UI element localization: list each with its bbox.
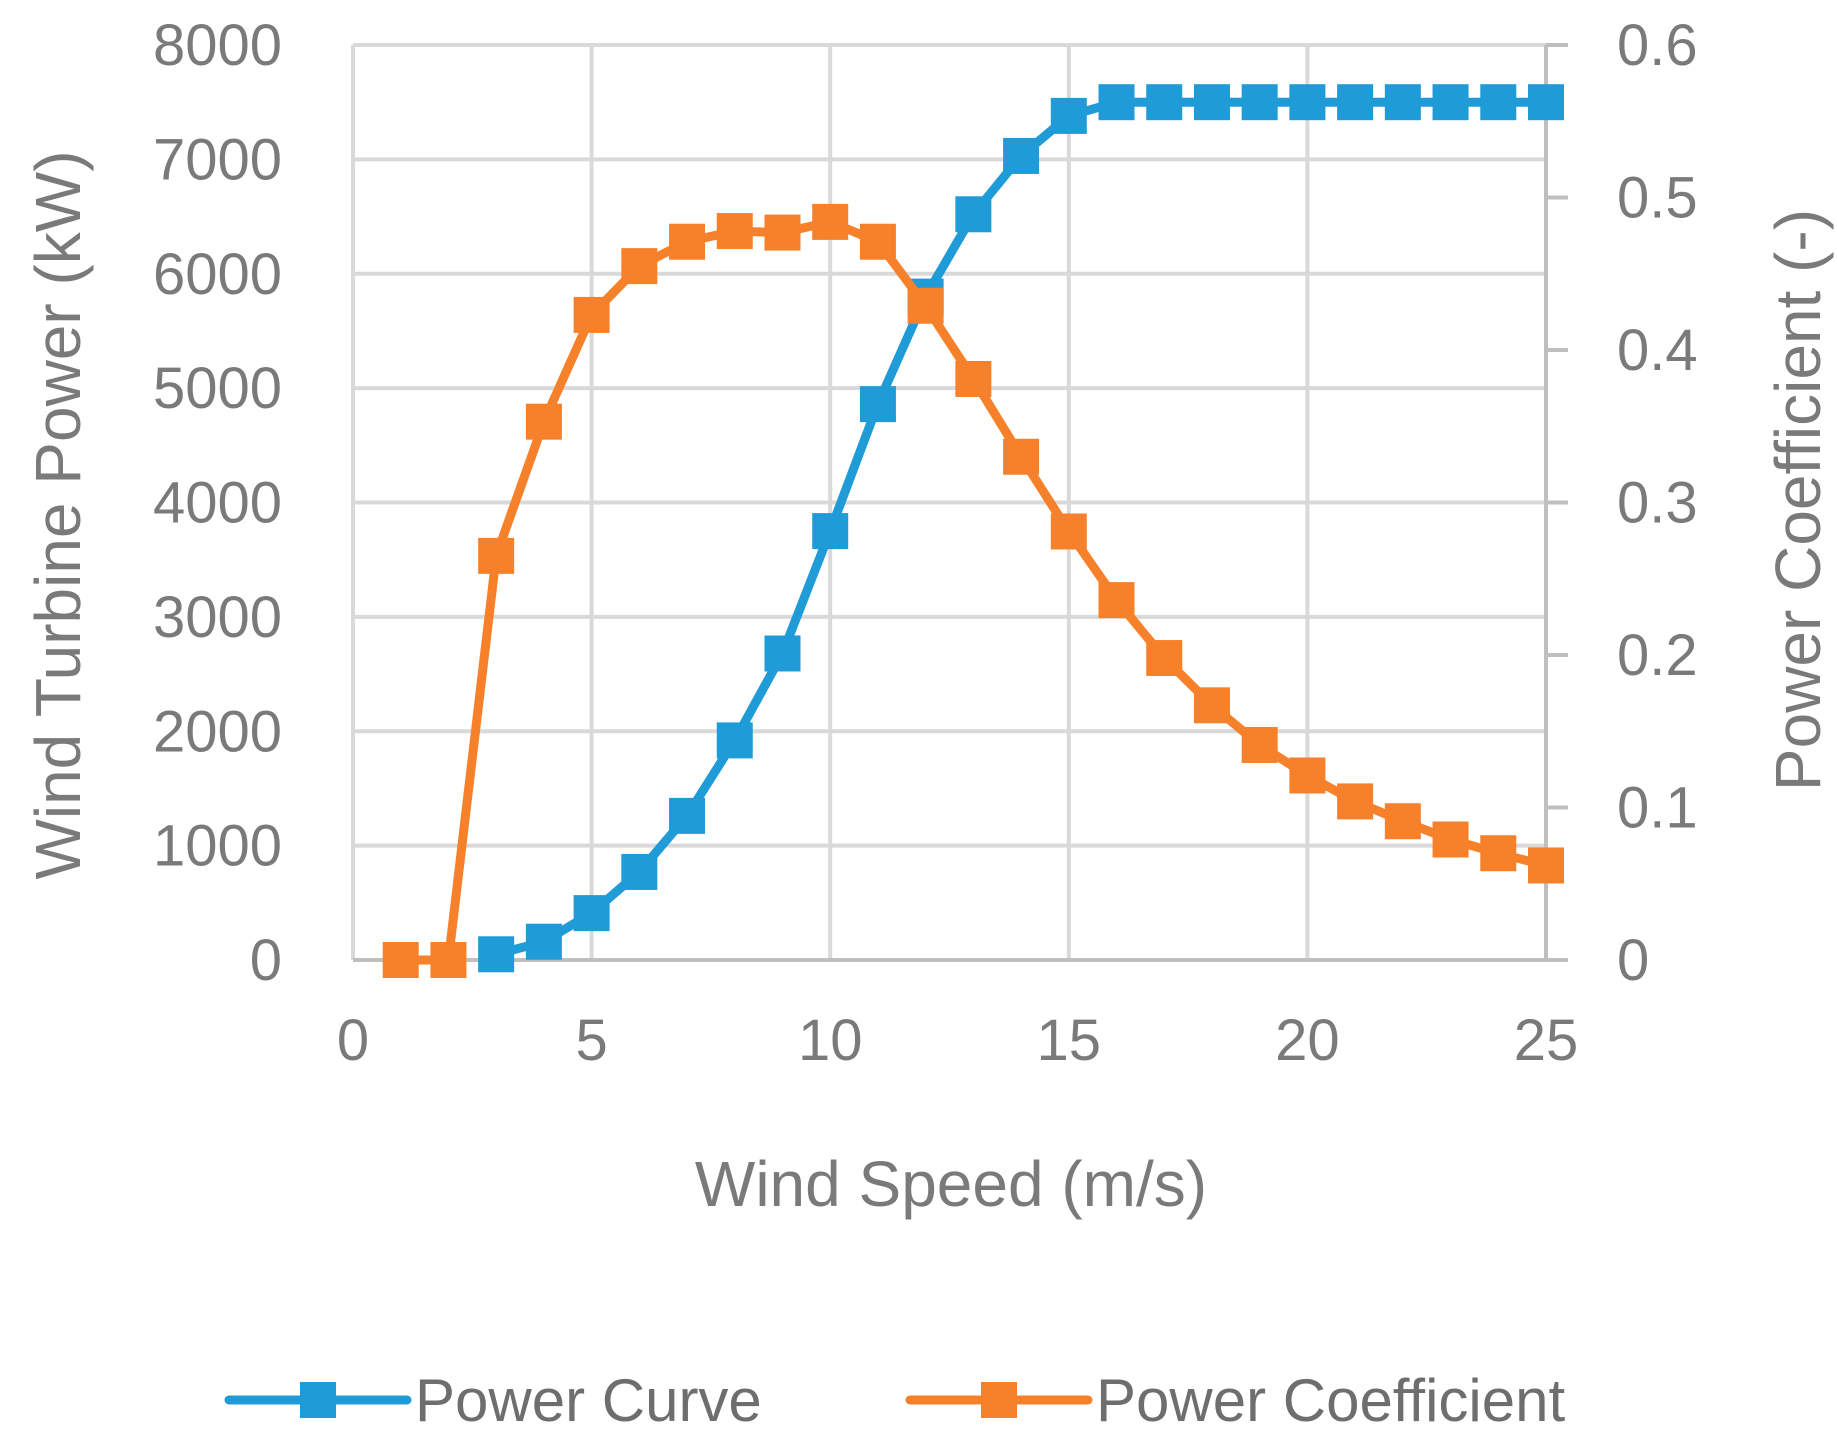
y2-tick-label: 0.5 xyxy=(1617,166,1698,231)
y-tick-label: 7000 xyxy=(153,127,282,192)
power-coefficient-point xyxy=(812,203,849,240)
power-coefficient-point xyxy=(1528,847,1564,884)
power-curve-point xyxy=(1480,84,1517,121)
power-curve-point xyxy=(621,853,658,890)
power-curve-point xyxy=(1098,84,1135,121)
power-curve-point xyxy=(859,386,896,423)
power-curve-point xyxy=(1384,84,1421,121)
power-coefficient-point xyxy=(1432,821,1469,858)
power-coefficient-point xyxy=(1289,757,1326,794)
power-curve-point xyxy=(955,196,992,233)
power-coefficient-point xyxy=(1193,687,1230,724)
y2-tick-label: 0.6 xyxy=(1617,13,1698,78)
x-tick-label: 15 xyxy=(1037,1008,1102,1073)
power-coefficient-point xyxy=(1337,783,1374,820)
power-curve-point xyxy=(1337,84,1374,121)
x-tick-label: 10 xyxy=(798,1008,863,1073)
power-coefficient-point xyxy=(669,223,706,260)
legend: Power Curve Power Coefficient xyxy=(224,1367,1565,1434)
y-tick-label: 1000 xyxy=(153,814,282,879)
y-tick-label: 4000 xyxy=(153,471,282,536)
legend-label-power-curve: Power Curve xyxy=(415,1367,762,1434)
power-coefficient-point xyxy=(382,942,419,978)
y-axis-title-left: Wind Turbine Power (kW) xyxy=(22,150,94,879)
power-coefficient-point xyxy=(859,223,896,260)
y2-tick-label: 0 xyxy=(1617,928,1649,993)
legend-marker-power-coefficient xyxy=(981,1382,1017,1418)
y2-tick-label: 0.1 xyxy=(1617,776,1698,841)
power-coefficient-point xyxy=(764,214,801,251)
x-tick-label: 5 xyxy=(575,1008,607,1073)
gridlines xyxy=(351,43,1548,962)
power-curve-point xyxy=(669,797,706,834)
legend-item-power-coefficient: Power Coefficient xyxy=(905,1367,1565,1434)
power-curve-series xyxy=(478,84,1564,973)
power-coefficient-point xyxy=(1384,803,1421,840)
power-coefficient-point xyxy=(1241,726,1278,763)
y-tick-label: 0 xyxy=(250,928,282,993)
power-coefficient-line xyxy=(396,217,1551,965)
power-coefficient-point xyxy=(1480,835,1517,872)
power-coefficient-point xyxy=(1050,513,1087,550)
tick-labels: 0 1000 2000 3000 4000 5000 6000 7000 8000 0 5 10 15 2… xyxy=(153,13,1698,1073)
power-coefficient-point xyxy=(621,248,658,285)
x-tick-label: 0 xyxy=(337,1008,369,1073)
y-tick-label: 2000 xyxy=(153,699,282,764)
power-coefficient-point xyxy=(478,537,515,574)
power-curve-point xyxy=(1050,97,1087,134)
power-curve-point xyxy=(573,895,610,932)
power-curve-point xyxy=(1289,84,1326,121)
power-coefficient-point xyxy=(1003,438,1040,475)
power-curve-point xyxy=(1146,84,1183,121)
y2-tick-label: 0.3 xyxy=(1617,471,1698,536)
legend-marker-power-curve xyxy=(300,1382,336,1418)
y-tick-label: 8000 xyxy=(153,13,282,78)
power-coefficient-point xyxy=(1098,582,1135,619)
power-coefficient-series xyxy=(382,203,1564,978)
power-coefficient-point xyxy=(430,942,467,978)
x-tick-label: 25 xyxy=(1514,1008,1579,1073)
legend-label-power-coefficient: Power Coefficient xyxy=(1096,1367,1565,1434)
power-curve-point xyxy=(1528,84,1564,121)
power-curve-point xyxy=(1003,137,1040,174)
power-curve-point xyxy=(1241,84,1278,121)
power-curve-point xyxy=(1432,84,1469,121)
power-coefficient-point xyxy=(525,403,562,440)
power-coefficient-point xyxy=(955,360,992,397)
y2-tick-label: 0.2 xyxy=(1617,623,1698,688)
power-curve-point xyxy=(525,923,562,960)
power-curve-point xyxy=(716,722,753,759)
power-coefficient-point xyxy=(573,296,610,333)
power-coefficient-point xyxy=(907,287,944,324)
legend-item-power-curve: Power Curve xyxy=(224,1367,762,1434)
y-tick-label: 6000 xyxy=(153,242,282,307)
power-curve-point xyxy=(1193,84,1230,121)
y-tick-label: 5000 xyxy=(153,356,282,421)
power-curve-point xyxy=(812,513,849,550)
axes xyxy=(353,43,1568,962)
power-coefficient-point xyxy=(716,213,753,250)
x-tick-label: 20 xyxy=(1275,1008,1340,1073)
series-layer xyxy=(382,84,1564,978)
y-axis-title-right: Power Coefficient (-) xyxy=(1762,209,1834,791)
x-axis-title: Wind Speed (m/s) xyxy=(695,1148,1207,1220)
power-curve-point xyxy=(764,635,801,672)
power-coefficient-point xyxy=(1146,640,1183,677)
power-curve-point xyxy=(478,936,515,973)
y-tick-label: 3000 xyxy=(153,585,282,650)
y2-tick-label: 0.4 xyxy=(1617,318,1698,383)
